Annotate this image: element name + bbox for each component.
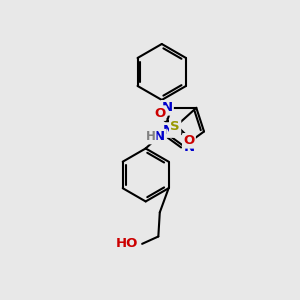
Text: HO: HO bbox=[115, 237, 138, 250]
Text: N: N bbox=[163, 124, 174, 136]
Text: N: N bbox=[161, 101, 172, 114]
Text: O: O bbox=[154, 106, 165, 120]
Text: H: H bbox=[146, 130, 155, 143]
Text: N: N bbox=[154, 130, 165, 143]
Text: N: N bbox=[184, 141, 195, 154]
Text: O: O bbox=[183, 134, 195, 147]
Text: S: S bbox=[170, 121, 180, 134]
